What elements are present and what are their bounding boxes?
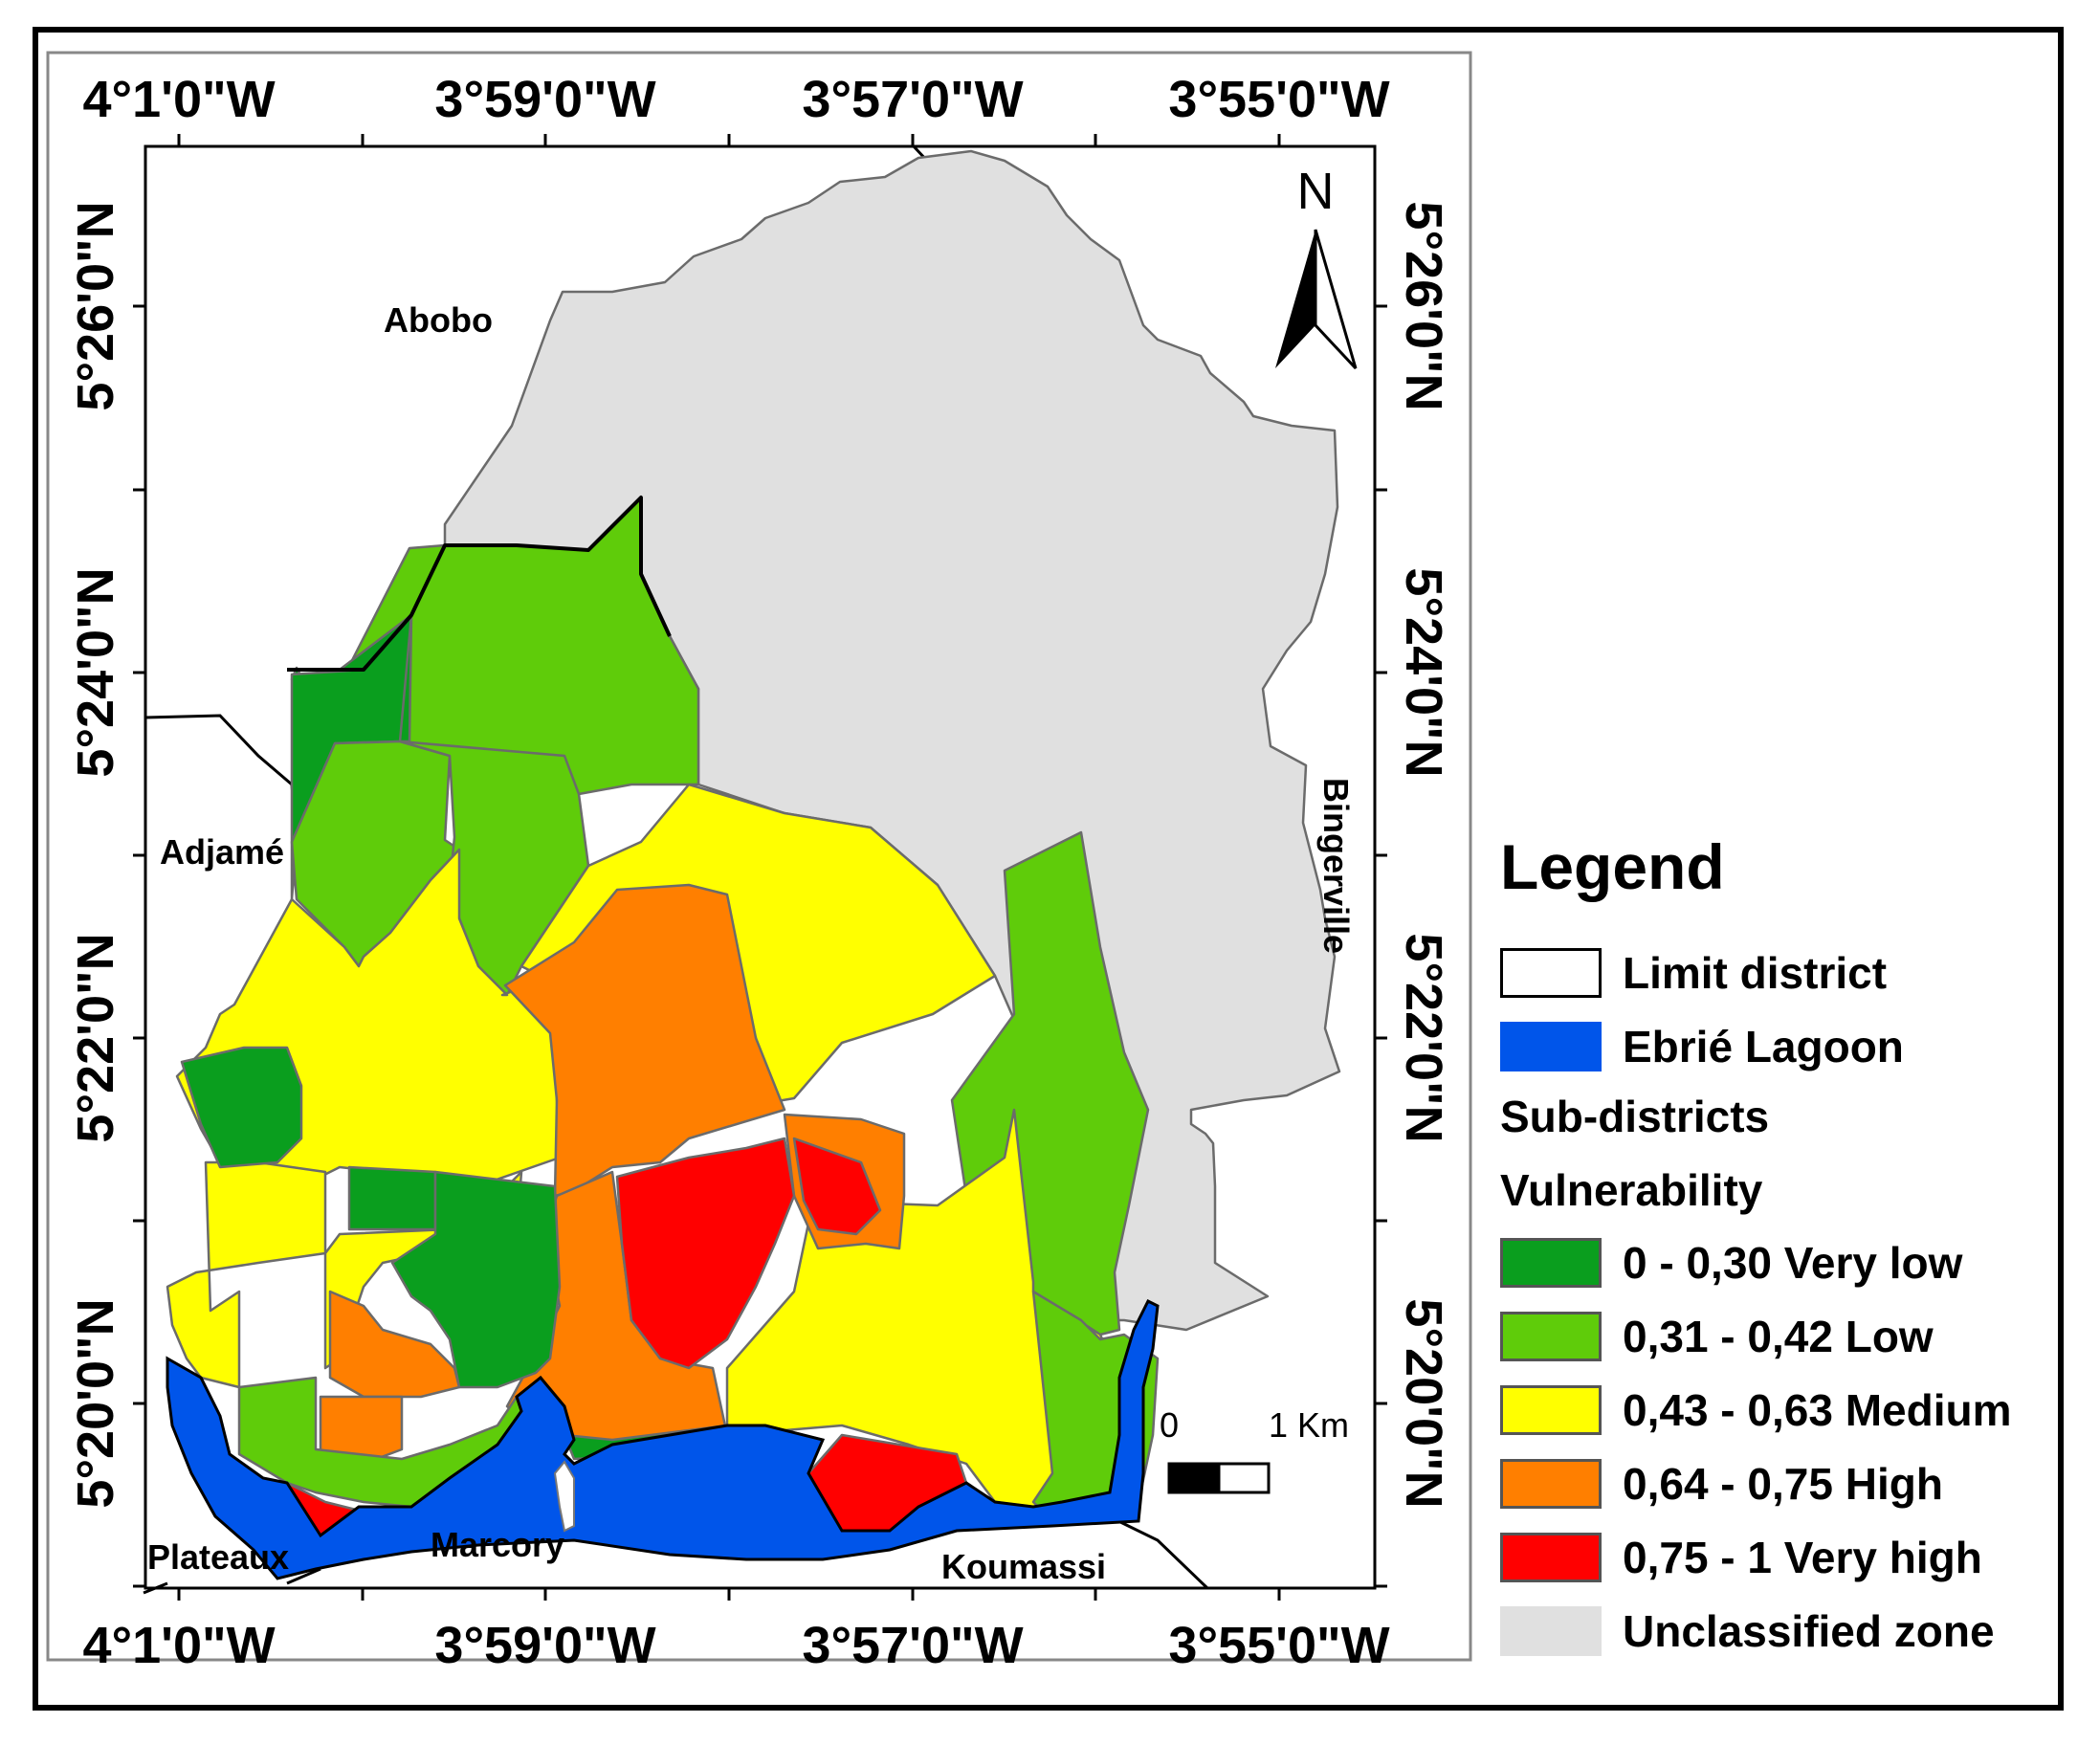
lon-label-bottom: 4°1'0"W: [82, 1617, 275, 1674]
scale-bar-end: 1 Km: [1269, 1405, 1349, 1445]
place-label-bingerville: Bingerville: [1316, 778, 1356, 954]
legend-label-medium: 0,43 - 0,63 Medium: [1623, 1385, 2012, 1435]
lat-label-left: 5°26'0"N: [67, 201, 124, 410]
graticule-ticks: [133, 134, 1387, 1601]
place-label-plateaux: Plateaux: [147, 1537, 289, 1577]
place-label-koumassi: Koumassi: [941, 1547, 1106, 1586]
lon-label-bottom: 3°59'0"W: [434, 1617, 655, 1674]
legend-swatch-medium: [1500, 1385, 1602, 1435]
lat-label-right: 5°20'0"N: [1395, 1298, 1452, 1508]
lat-label-left: 5°24'0"N: [67, 567, 124, 777]
scale-bar: 0 1 Km: [1160, 1405, 1349, 1494]
district-limit-outline: [287, 496, 672, 672]
legend-swatch-very-low: [1500, 1238, 1602, 1288]
place-label-marcory: Marcory: [431, 1525, 564, 1564]
place-label-abobo: Abobo: [384, 300, 493, 340]
lagoon-island: [553, 1460, 575, 1533]
legend-item-high: 0,64 - 0,75 High: [1500, 1455, 1943, 1513]
north-arrow-icon: N: [1275, 163, 1358, 370]
legend-item-very-high: 0,75 - 1 Very high: [1500, 1529, 1982, 1586]
lon-label-bottom: 3°57'0"W: [802, 1617, 1023, 1674]
legend-swatch-lagoon: [1500, 1022, 1602, 1071]
legend-item-very-low: 0 - 0,30 Very low: [1500, 1234, 1962, 1292]
legend-item-limit-district: Limit district: [1500, 944, 1887, 1002]
legend-label-limit: Limit district: [1623, 948, 1888, 998]
place-label-adjame: Adjamé: [160, 832, 284, 872]
legend-item-unclassified: Unclassified zone: [1500, 1602, 1995, 1660]
legend-label-very-high: 0,75 - 1 Very high: [1623, 1533, 1982, 1582]
legend-heading-sub-districts: Sub-districts: [1500, 1092, 1770, 1141]
sub-district-high: [503, 883, 786, 1198]
legend-swatch-very-high: [1500, 1533, 1602, 1582]
legend-swatch-low: [1500, 1312, 1602, 1361]
sub-district-medium: [166, 1160, 327, 1389]
lat-label-right: 5°26'0"N: [1395, 201, 1452, 410]
legend-label-low: 0,31 - 0,42 Low: [1623, 1312, 1934, 1361]
lon-label-top: 3°57'0"W: [802, 71, 1023, 128]
legend-swatch-limit: [1500, 948, 1602, 998]
legend-heading-vulnerability: Vulnerability: [1500, 1165, 1763, 1215]
legend-item-medium: 0,43 - 0,63 Medium: [1500, 1381, 2012, 1439]
lat-label-left: 5°22'0"N: [67, 933, 124, 1142]
sub-district-very-low: [180, 1046, 303, 1169]
legend-swatch-unclassified: [1500, 1606, 1602, 1656]
map-outer-frame: [33, 27, 2064, 1711]
legend-label-lagoon: Ebrié Lagoon: [1623, 1022, 1904, 1071]
lat-label-right: 5°24'0"N: [1395, 567, 1452, 777]
ebrie-lagoon: [166, 1298, 1160, 1580]
sub-district-very-low: [390, 1170, 562, 1389]
lon-label-top: 3°59'0"W: [434, 71, 655, 128]
legend-label-very-low: 0 - 0,30 Very low: [1623, 1238, 1963, 1288]
lon-label-bottom: 3°55'0"W: [1168, 1617, 1389, 1674]
sub-district-very-high: [792, 1137, 882, 1236]
scale-bar-start: 0: [1160, 1405, 1179, 1445]
north-arrow-label: N: [1297, 163, 1335, 220]
lon-label-top: 4°1'0"W: [82, 71, 275, 128]
lon-label-top: 3°55'0"W: [1168, 71, 1389, 128]
legend-item-lagoon: Ebrié Lagoon: [1500, 1018, 1904, 1075]
sub-district-very-high: [615, 1137, 796, 1370]
lat-label-right: 5°22'0"N: [1395, 933, 1452, 1142]
legend-label-unclassified: Unclassified zone: [1623, 1606, 1995, 1656]
legend-title: Legend: [1500, 831, 1725, 902]
lat-label-left: 5°20'0"N: [67, 1298, 124, 1508]
sub-district-very-low: [347, 1165, 437, 1231]
legend-label-high: 0,64 - 0,75 High: [1623, 1459, 1943, 1509]
legend-item-low: 0,31 - 0,42 Low: [1500, 1308, 1934, 1365]
legend-swatch-high: [1500, 1459, 1602, 1509]
